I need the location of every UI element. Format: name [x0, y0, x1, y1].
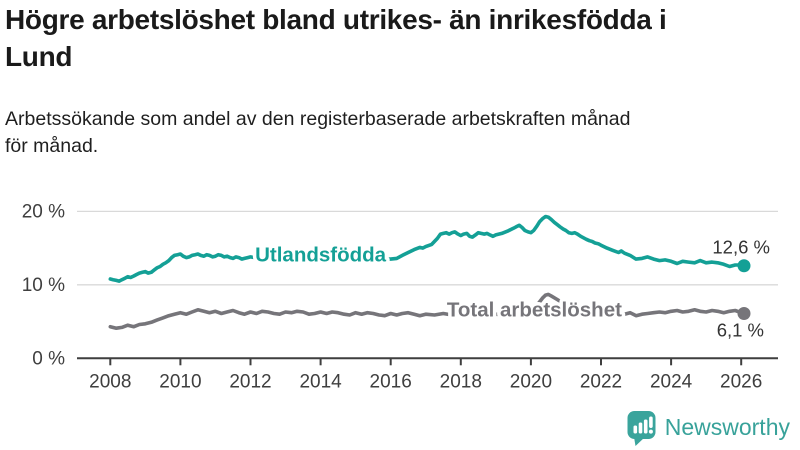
x-tick-label: 2014: [299, 371, 342, 392]
x-tick-label: 2012: [229, 371, 271, 392]
page-title: Högre arbetslöshet bland utrikes- än inr…: [5, 4, 667, 72]
end-value-label-total-arbetsloshet: 6,1 %: [717, 319, 764, 340]
page-subtitle: Arbetssökande som andel av den registerb…: [5, 108, 631, 157]
y-tick-label: 10 %: [22, 275, 65, 296]
x-tick-label: 2008: [89, 371, 131, 392]
end-dot-utlandsfodda: [737, 259, 751, 273]
x-tick-label: 2016: [370, 371, 412, 392]
x-tick-label: 2010: [159, 371, 201, 392]
x-tick-label: 2026: [720, 371, 762, 392]
y-tick-label: 20 %: [22, 201, 65, 222]
end-dot-total-arbetsloshet: [737, 306, 751, 320]
brand-footer: Newsworthy: [626, 408, 790, 446]
end-value-label-utlandsfodda: 12,6 %: [712, 237, 770, 258]
brand-name: Newsworthy: [664, 413, 790, 440]
y-tick-label: 0 %: [32, 348, 65, 369]
x-tick-label: 2018: [440, 371, 482, 392]
newsworthy-logo-icon: [627, 411, 656, 446]
series-line-total-arbetsloshet: [108, 292, 746, 330]
x-tick-label: 2020: [510, 371, 552, 392]
series-label-total-arbetsloshet: Total arbetslöshet: [447, 298, 622, 321]
series-line-utlandsfodda: [108, 214, 746, 283]
x-tick-label: 2024: [650, 371, 693, 392]
x-tick-label: 2022: [580, 371, 622, 392]
series-label-utlandsfodda: Utlandsfödda: [255, 243, 387, 266]
